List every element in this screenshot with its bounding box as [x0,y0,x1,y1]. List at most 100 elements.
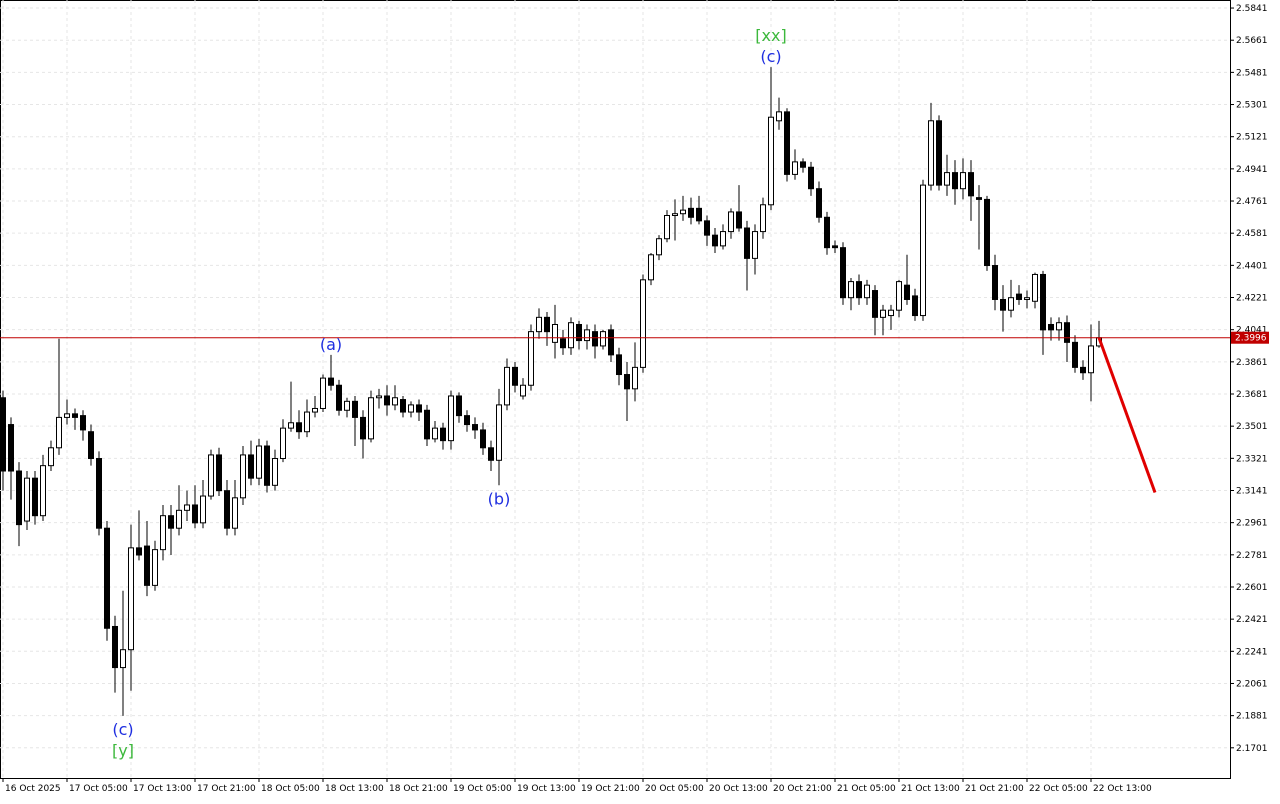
candle-body [320,377,326,409]
candle-body [976,197,982,200]
y-tick-label: 2.2961 [1236,519,1268,529]
candle-body [360,416,366,440]
candle-body [336,384,342,411]
candle-body [312,407,318,413]
y-tick-label: 2.3501 [1236,422,1268,432]
candle-body [600,331,606,347]
candle-body [552,323,558,343]
y-tick-label: 2.1701 [1236,744,1268,754]
wave-label: (b) [488,489,511,508]
x-tick-label: 20 Oct 05:00 [645,784,704,794]
candle-body [96,458,102,529]
candle-body [344,400,350,411]
candle-body [176,509,182,529]
candle-body [992,265,998,300]
candle-body [144,545,150,586]
candle-body [160,515,166,551]
candle-body [768,116,774,206]
y-tick-label: 2.4401 [1236,261,1268,271]
candle-body [72,413,78,418]
candle-body [1032,273,1038,302]
candle-body [568,322,574,349]
x-tick-label: 20 Oct 21:00 [773,784,832,794]
candle-body [1040,273,1046,331]
candle-body [232,497,238,529]
forecast-line [1097,337,1157,493]
candle-body [792,161,798,175]
candle-body [544,316,550,333]
candle-body [904,284,910,300]
candle-body [376,395,382,399]
x-tick-label: 19 Oct 13:00 [517,784,576,794]
candle-body [128,547,134,651]
candle-body [736,211,742,229]
x-tick-label: 21 Oct 13:00 [901,784,960,794]
candle-body [800,161,806,168]
candle-body [112,625,118,669]
candle-body [8,424,14,472]
candle-body [840,247,846,299]
candle-body [608,329,614,356]
wave-label: [xx] [755,26,786,45]
x-tick-label: 17 Oct 13:00 [133,784,192,794]
candle-body [0,397,6,472]
candle-body [672,213,678,216]
y-tick-label: 2.5301 [1236,101,1268,111]
candle-body [616,354,622,376]
candle-body [696,207,702,222]
candle-body [1072,341,1078,368]
candle-body [80,415,86,431]
plot-frame [0,0,1231,779]
price-label-box [1231,331,1269,344]
candle-body [592,331,598,347]
candle-body [216,454,222,492]
candle-body [888,309,894,317]
candle-body [920,184,926,317]
y-tick-label: 2.5841 [1236,4,1268,14]
candle-body [432,427,438,440]
candle-body [944,172,950,186]
x-tick-label: 18 Oct 13:00 [325,784,384,794]
candle-body [496,404,502,461]
candle-body [1000,298,1006,311]
candle-body [1024,297,1030,300]
candle-body [936,120,942,186]
candle-body [152,549,158,586]
y-tick-label: 2.4041 [1236,326,1268,336]
candle-body [192,504,198,524]
candle-body [720,231,726,247]
candle-body [384,395,390,406]
candle-body [984,198,990,267]
candle-body [1008,297,1014,311]
candle-body [584,329,590,342]
candle-body [1064,322,1070,343]
candle-body [304,411,310,433]
y-tick-label: 2.5121 [1236,133,1268,143]
candle-body [296,422,302,433]
candle-body [512,366,518,386]
candle-body [752,231,758,259]
candle-body [832,245,838,249]
y-tick-label: 2.4941 [1236,165,1268,175]
candle-body [912,295,918,317]
candle-body [872,290,878,318]
price-label: 2.3996 [1235,334,1267,344]
candle-body [392,397,398,406]
candle-body [488,447,494,461]
candle-body [960,172,966,190]
x-tick-label: 21 Oct 05:00 [837,784,896,794]
candle-body [848,281,854,299]
candle-body [448,395,454,442]
x-tick-label: 22 Oct 13:00 [1093,784,1152,794]
candle-body [680,209,686,215]
candle-body [656,238,662,256]
candle-body [184,504,190,511]
x-tick-label: 19 Oct 05:00 [453,784,512,794]
y-tick-label: 2.3861 [1236,358,1268,368]
candle-body [520,384,526,397]
x-tick-label: 16 Oct 2025 [5,784,61,794]
candle-body [64,413,70,418]
candle-body [576,323,582,342]
candle-body [648,254,654,281]
